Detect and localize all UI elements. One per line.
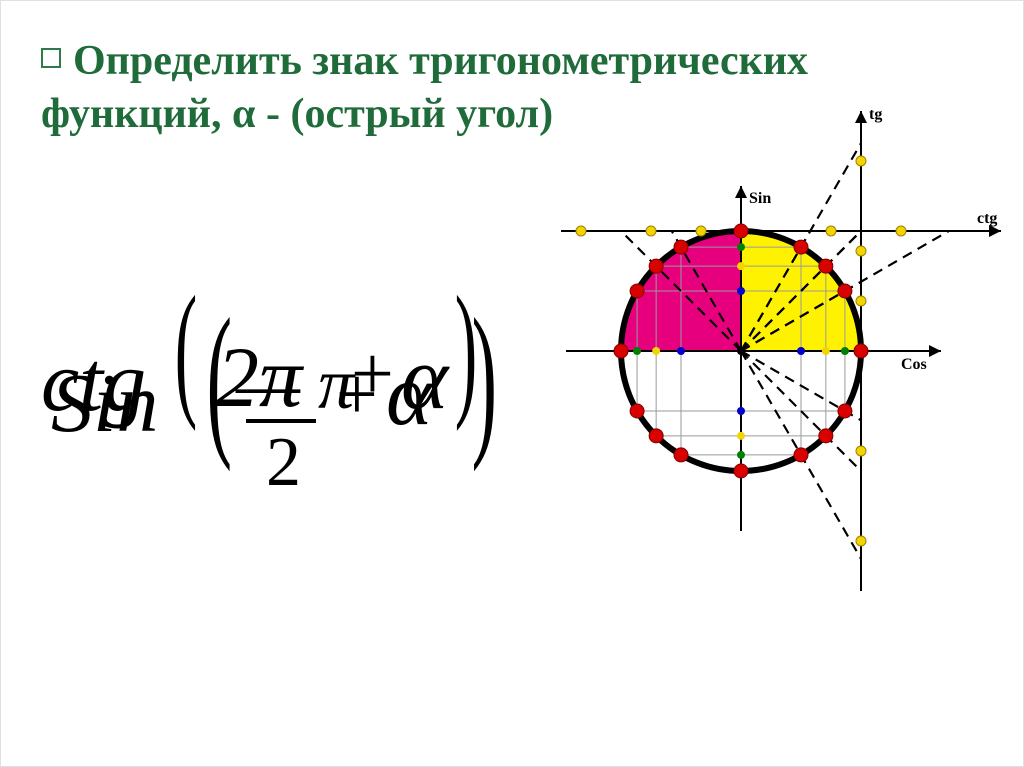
- paren-close-2: ): [472, 281, 497, 476]
- func-sin: Sin: [51, 355, 158, 452]
- paren-open-2: (: [207, 281, 232, 476]
- unit-circle-diagram: tg Sin ctg Cos: [541, 101, 1011, 621]
- title-part2: - (острый угол): [255, 91, 553, 137]
- formula-area: ctg ( 2π + α ) Sin ( — π 2 + α ): [41, 291, 541, 551]
- svg-text:ctg: ctg: [977, 210, 997, 227]
- denom-2: 2: [266, 423, 301, 503]
- title-bullet: [41, 48, 61, 68]
- svg-text:Cos: Cos: [901, 356, 927, 373]
- svg-text:Sin: Sin: [749, 190, 771, 207]
- title-alpha: α: [232, 91, 255, 137]
- svg-text:tg: tg: [869, 106, 882, 123]
- plus-2: +: [336, 353, 378, 438]
- alpha-2: α: [386, 345, 432, 446]
- paren-open-1: (: [175, 263, 197, 435]
- slide-root: Определить знак тригонометрических функц…: [0, 0, 1024, 767]
